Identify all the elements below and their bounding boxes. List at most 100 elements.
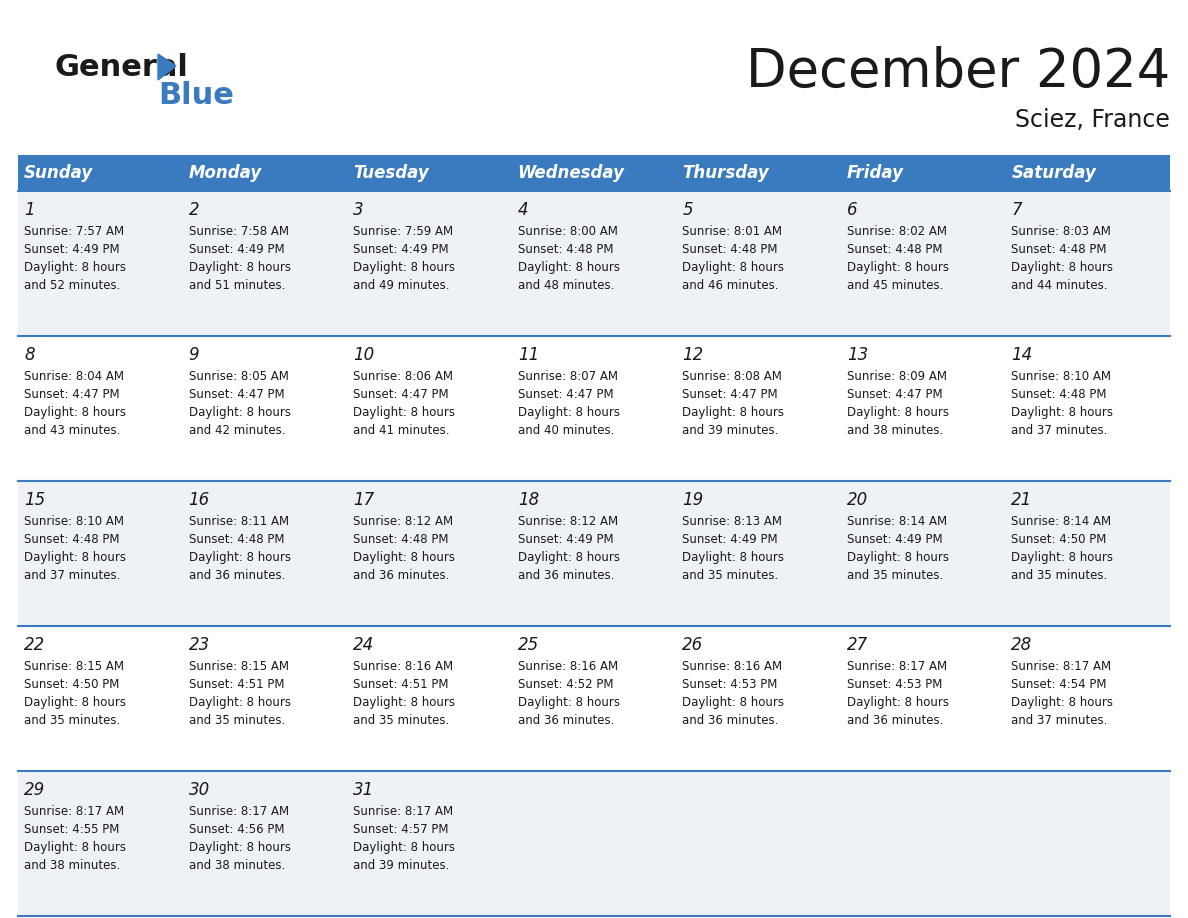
Text: Sunset: 4:48 PM: Sunset: 4:48 PM (518, 243, 613, 256)
Text: and 35 minutes.: and 35 minutes. (682, 569, 778, 582)
Text: Daylight: 8 hours: Daylight: 8 hours (353, 696, 455, 709)
Text: and 35 minutes.: and 35 minutes. (24, 714, 120, 727)
Text: and 39 minutes.: and 39 minutes. (353, 859, 449, 872)
Text: 25: 25 (518, 636, 539, 654)
Text: Sunset: 4:53 PM: Sunset: 4:53 PM (682, 678, 778, 691)
Text: Sunrise: 8:17 AM: Sunrise: 8:17 AM (24, 805, 124, 818)
Text: Daylight: 8 hours: Daylight: 8 hours (518, 406, 620, 419)
Text: Tuesday: Tuesday (353, 164, 429, 182)
Text: 8: 8 (24, 346, 34, 364)
Text: Daylight: 8 hours: Daylight: 8 hours (353, 841, 455, 854)
Text: and 42 minutes.: and 42 minutes. (189, 424, 285, 437)
Text: Sunset: 4:48 PM: Sunset: 4:48 PM (682, 243, 778, 256)
Text: and 46 minutes.: and 46 minutes. (682, 279, 779, 292)
Text: Sunrise: 8:05 AM: Sunrise: 8:05 AM (189, 370, 289, 383)
Text: Sunset: 4:53 PM: Sunset: 4:53 PM (847, 678, 942, 691)
Text: and 38 minutes.: and 38 minutes. (189, 859, 285, 872)
Text: Sunrise: 8:14 AM: Sunrise: 8:14 AM (1011, 515, 1112, 528)
Text: 20: 20 (847, 491, 868, 509)
Text: Daylight: 8 hours: Daylight: 8 hours (24, 406, 126, 419)
Text: and 45 minutes.: and 45 minutes. (847, 279, 943, 292)
Text: 18: 18 (518, 491, 539, 509)
Text: and 35 minutes.: and 35 minutes. (847, 569, 943, 582)
Text: Daylight: 8 hours: Daylight: 8 hours (682, 696, 784, 709)
Text: Sunrise: 8:10 AM: Sunrise: 8:10 AM (24, 515, 124, 528)
Text: and 51 minutes.: and 51 minutes. (189, 279, 285, 292)
Text: and 35 minutes.: and 35 minutes. (189, 714, 285, 727)
Text: and 37 minutes.: and 37 minutes. (1011, 424, 1107, 437)
Text: 5: 5 (682, 201, 693, 219)
Text: and 43 minutes.: and 43 minutes. (24, 424, 120, 437)
Text: Sunrise: 8:00 AM: Sunrise: 8:00 AM (518, 225, 618, 238)
Text: 29: 29 (24, 781, 45, 799)
Text: Daylight: 8 hours: Daylight: 8 hours (24, 551, 126, 564)
Text: Sunrise: 8:16 AM: Sunrise: 8:16 AM (518, 660, 618, 673)
Text: Sunrise: 8:17 AM: Sunrise: 8:17 AM (1011, 660, 1112, 673)
Text: Daylight: 8 hours: Daylight: 8 hours (682, 551, 784, 564)
Text: and 36 minutes.: and 36 minutes. (353, 569, 449, 582)
Text: Sunrise: 8:02 AM: Sunrise: 8:02 AM (847, 225, 947, 238)
Text: Sunrise: 8:12 AM: Sunrise: 8:12 AM (518, 515, 618, 528)
Text: Sunrise: 7:58 AM: Sunrise: 7:58 AM (189, 225, 289, 238)
Text: Daylight: 8 hours: Daylight: 8 hours (353, 406, 455, 419)
Text: Sunset: 4:48 PM: Sunset: 4:48 PM (189, 533, 284, 546)
Text: Daylight: 8 hours: Daylight: 8 hours (518, 551, 620, 564)
Text: Daylight: 8 hours: Daylight: 8 hours (1011, 261, 1113, 274)
Text: 31: 31 (353, 781, 374, 799)
Text: 14: 14 (1011, 346, 1032, 364)
Text: 6: 6 (847, 201, 858, 219)
Text: Daylight: 8 hours: Daylight: 8 hours (24, 841, 126, 854)
Text: Daylight: 8 hours: Daylight: 8 hours (847, 406, 949, 419)
Text: Sunrise: 7:59 AM: Sunrise: 7:59 AM (353, 225, 454, 238)
Text: and 38 minutes.: and 38 minutes. (847, 424, 943, 437)
Text: and 35 minutes.: and 35 minutes. (353, 714, 449, 727)
Text: 22: 22 (24, 636, 45, 654)
Text: Daylight: 8 hours: Daylight: 8 hours (847, 696, 949, 709)
Text: Sunrise: 8:01 AM: Sunrise: 8:01 AM (682, 225, 782, 238)
Text: Sunrise: 8:06 AM: Sunrise: 8:06 AM (353, 370, 453, 383)
Text: Daylight: 8 hours: Daylight: 8 hours (1011, 696, 1113, 709)
Text: 27: 27 (847, 636, 868, 654)
Text: Sunset: 4:49 PM: Sunset: 4:49 PM (24, 243, 120, 256)
Text: Sunrise: 8:08 AM: Sunrise: 8:08 AM (682, 370, 782, 383)
Text: Sunset: 4:49 PM: Sunset: 4:49 PM (518, 533, 613, 546)
Bar (18, 191, 1170, 336)
Text: Daylight: 8 hours: Daylight: 8 hours (682, 406, 784, 419)
Polygon shape (158, 54, 176, 80)
Text: Sunset: 4:54 PM: Sunset: 4:54 PM (1011, 678, 1107, 691)
Text: 13: 13 (847, 346, 868, 364)
Text: Sunset: 4:48 PM: Sunset: 4:48 PM (847, 243, 942, 256)
Text: Wednesday: Wednesday (518, 164, 625, 182)
Text: and 49 minutes.: and 49 minutes. (353, 279, 449, 292)
Text: Sunrise: 8:16 AM: Sunrise: 8:16 AM (682, 660, 783, 673)
Text: and 37 minutes.: and 37 minutes. (1011, 714, 1107, 727)
Text: Sunset: 4:47 PM: Sunset: 4:47 PM (518, 388, 613, 401)
Text: and 36 minutes.: and 36 minutes. (518, 569, 614, 582)
Text: Sunset: 4:49 PM: Sunset: 4:49 PM (189, 243, 284, 256)
Text: Sunset: 4:56 PM: Sunset: 4:56 PM (189, 823, 284, 836)
Text: Sunday: Sunday (24, 164, 93, 182)
Text: Blue: Blue (158, 81, 234, 109)
Text: Sunrise: 7:57 AM: Sunrise: 7:57 AM (24, 225, 124, 238)
Text: Sunrise: 8:15 AM: Sunrise: 8:15 AM (24, 660, 124, 673)
Text: Daylight: 8 hours: Daylight: 8 hours (24, 696, 126, 709)
Text: 30: 30 (189, 781, 210, 799)
Text: Daylight: 8 hours: Daylight: 8 hours (518, 261, 620, 274)
Text: Daylight: 8 hours: Daylight: 8 hours (24, 261, 126, 274)
Bar (18, 336, 1170, 481)
Text: Sunset: 4:50 PM: Sunset: 4:50 PM (24, 678, 119, 691)
Text: 19: 19 (682, 491, 703, 509)
Text: Sunrise: 8:16 AM: Sunrise: 8:16 AM (353, 660, 454, 673)
Text: and 36 minutes.: and 36 minutes. (847, 714, 943, 727)
Bar (18, 626, 1170, 771)
Text: Thursday: Thursday (682, 164, 769, 182)
Text: Daylight: 8 hours: Daylight: 8 hours (1011, 551, 1113, 564)
Text: Sunset: 4:51 PM: Sunset: 4:51 PM (189, 678, 284, 691)
Text: and 52 minutes.: and 52 minutes. (24, 279, 120, 292)
Text: Sunrise: 8:17 AM: Sunrise: 8:17 AM (353, 805, 454, 818)
Text: Sunrise: 8:03 AM: Sunrise: 8:03 AM (1011, 225, 1111, 238)
Text: Daylight: 8 hours: Daylight: 8 hours (189, 696, 291, 709)
Text: December 2024: December 2024 (746, 46, 1170, 98)
Text: Sunset: 4:51 PM: Sunset: 4:51 PM (353, 678, 449, 691)
Text: 28: 28 (1011, 636, 1032, 654)
